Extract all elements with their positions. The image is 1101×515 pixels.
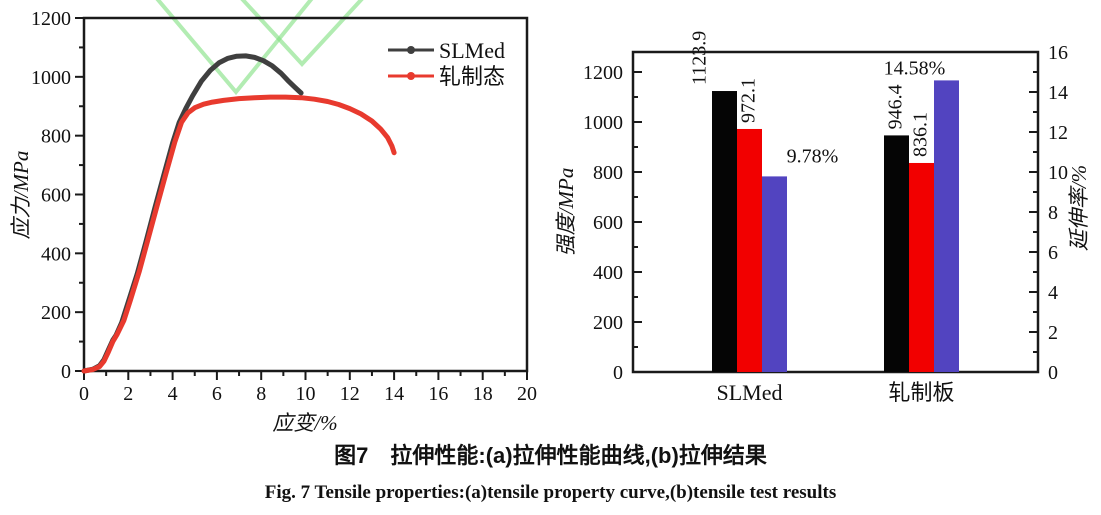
axis-title-elongation: 延伸率/%: [1067, 165, 1091, 251]
category-label-SLMed: SLMed: [717, 380, 783, 405]
plot-b-frame: [631, 50, 1040, 374]
bar-value-strength-red-SLMed: 972.1: [738, 78, 760, 123]
left-y-tick-label: 800: [593, 162, 623, 184]
right-y-tick-label: 6: [1048, 242, 1058, 264]
bar-elongation-blue-SLMed: [762, 176, 787, 372]
x-tick-label: 6: [212, 383, 222, 405]
x-tick-label: 18: [473, 383, 493, 405]
caption-english: Fig. 7 Tensile properties:(a)tensile pro…: [264, 482, 837, 503]
x-tick-label: 20: [517, 383, 537, 405]
right-y-tick-label: 0: [1048, 362, 1058, 384]
left-y-tick-label: 600: [593, 212, 623, 234]
curve-轧制态: [81, 94, 397, 374]
axis-title-strength: 强度/MPa: [554, 168, 578, 257]
x-tick-label: 12: [340, 383, 360, 405]
x-tick-label: 8: [256, 383, 266, 405]
y-tick-label: 400: [41, 243, 71, 265]
y-tick-label: 0: [61, 361, 71, 383]
right-y-tick-label: 4: [1048, 282, 1058, 304]
category-label-轧制板: 轧制板: [888, 380, 954, 405]
left-y-tick-label: 200: [593, 312, 623, 334]
axis-title-stress: 应力/MPa: [9, 151, 33, 240]
legend-label-SLMed: SLMed: [439, 38, 505, 63]
left-y-tick-label: 1000: [583, 112, 623, 134]
bar-value-strength-red-轧制板: 836.1: [910, 112, 932, 157]
y-tick-label: 1200: [31, 8, 71, 30]
x-tick-label: 16: [428, 383, 448, 405]
right-y-tick-label: 2: [1048, 322, 1058, 344]
x-tick-label: 10: [296, 383, 316, 405]
curve-SLMed: [81, 53, 304, 374]
bar-strength-dark-SLMed: [712, 91, 737, 373]
right-y-tick-label: 16: [1048, 42, 1068, 64]
x-tick-label: 0: [79, 383, 89, 405]
axis-title-strain: 应变/%: [272, 411, 337, 435]
left-y-tick-label: 400: [593, 262, 623, 284]
y-tick-label: 1000: [31, 67, 71, 89]
right-y-tick-label: 12: [1048, 122, 1068, 144]
bar-value-elongation-blue-SLMed: 9.78%: [787, 145, 839, 167]
bar-value-strength-dark-轧制板: 946.4: [885, 84, 907, 129]
right-y-tick-label: 14: [1048, 82, 1068, 104]
right-y-tick-label: 10: [1048, 162, 1068, 184]
bar-value-strength-dark-SLMed: 1123.9: [689, 31, 711, 85]
y-tick-label: 800: [41, 126, 71, 148]
caption-chinese: 图7 拉伸性能:(a)拉伸性能曲线,(b)拉伸结果: [334, 443, 767, 468]
x-tick-label: 14: [384, 383, 404, 405]
right-y-tick-label: 8: [1048, 202, 1058, 224]
y-tick-label: 200: [41, 302, 71, 324]
watermark-chevron: [240, 0, 364, 67]
bar-strength-dark-轧制板: [884, 135, 909, 372]
watermark-chevron: [155, 0, 314, 96]
legend-label-轧制态: 轧制态: [439, 64, 505, 89]
bar-strength-red-SLMed: [737, 128, 762, 372]
x-tick-label: 2: [123, 383, 133, 405]
left-y-tick-label: 0: [613, 362, 623, 384]
y-tick-label: 600: [41, 185, 71, 207]
x-tick-label: 4: [168, 383, 178, 405]
bar-strength-red-轧制板: [909, 162, 934, 372]
legend-marker-轧制态: [407, 72, 415, 80]
bar-elongation-blue-轧制板: [934, 80, 959, 373]
bar-value-elongation-blue-轧制板: 14.58%: [884, 57, 946, 79]
left-y-tick-label: 1200: [583, 62, 623, 84]
legend-marker-SLMed: [407, 46, 415, 54]
